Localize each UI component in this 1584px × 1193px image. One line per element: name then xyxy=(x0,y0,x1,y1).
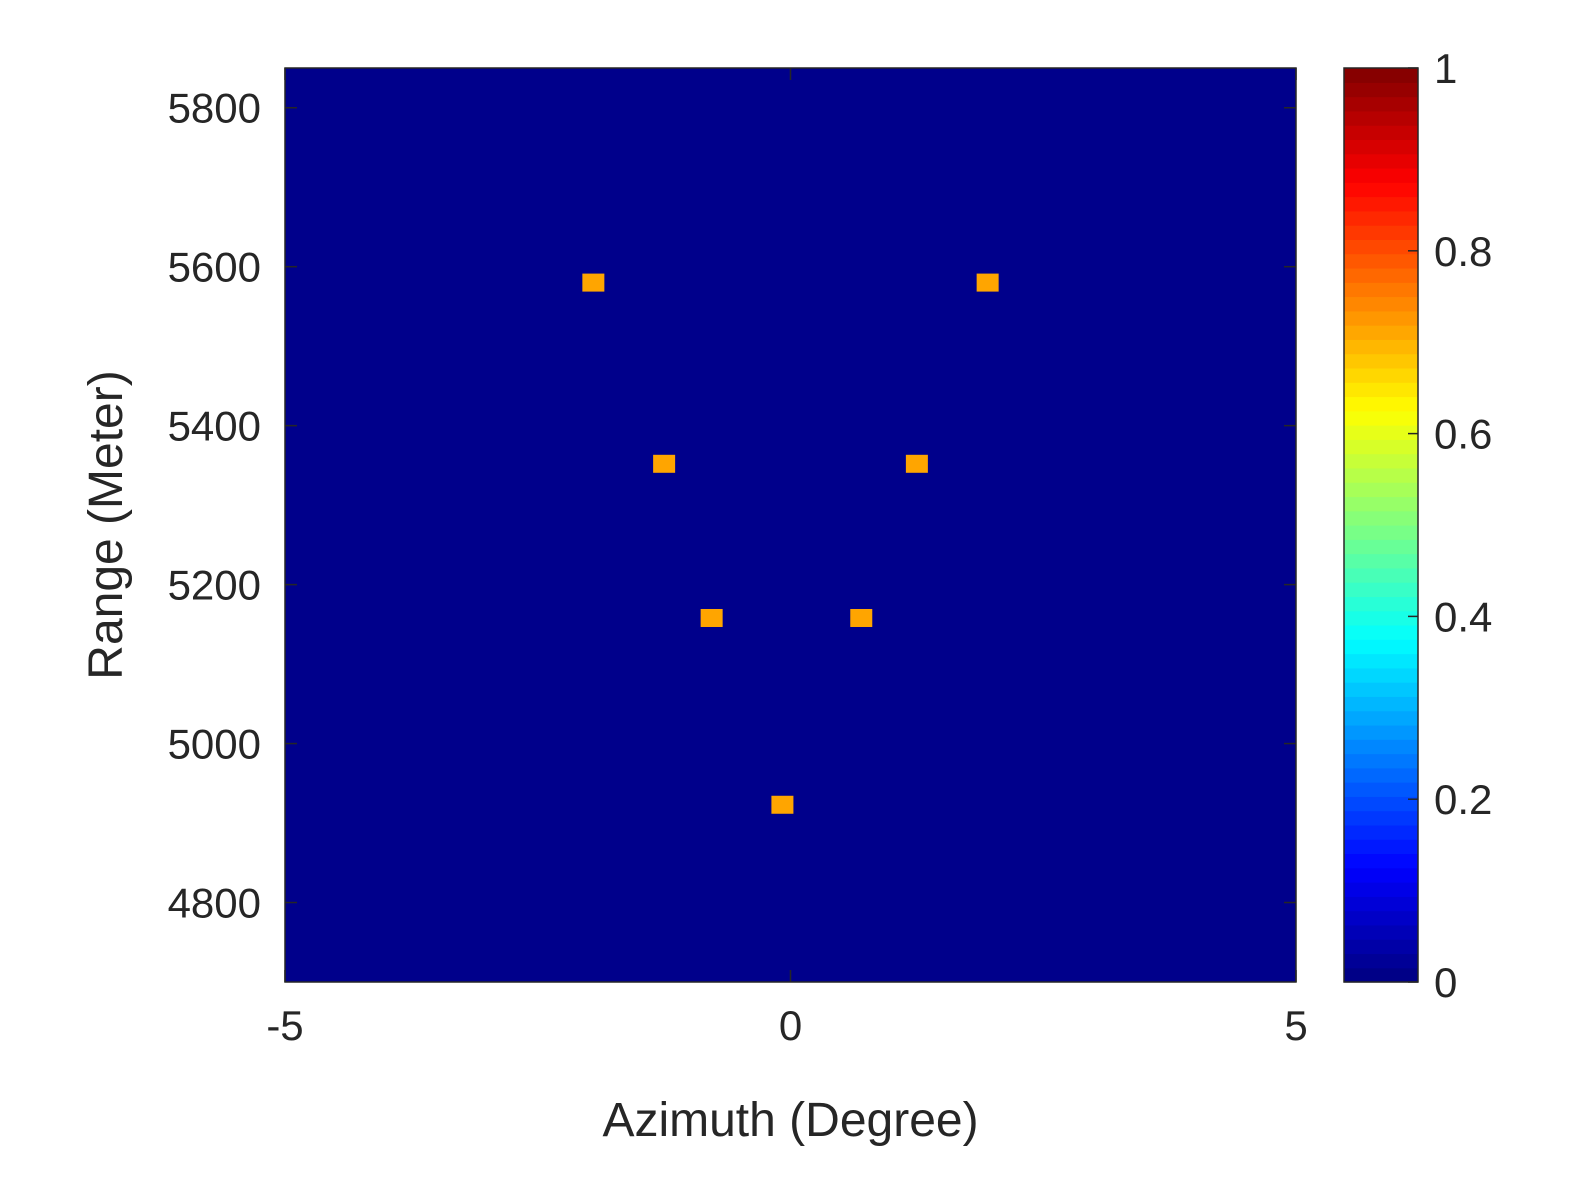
heatmap-cell-4 xyxy=(905,454,928,473)
colorbar-step xyxy=(1344,924,1418,940)
colorbar-step xyxy=(1344,139,1418,155)
colorbar-step xyxy=(1344,210,1418,226)
colorbar-step xyxy=(1344,853,1418,869)
colorbar-tick-label: 0.4 xyxy=(1434,593,1492,640)
colorbar-frame xyxy=(1343,67,1419,983)
heatmap-cell-5 xyxy=(700,608,723,627)
plot-area: -5 0 5 4800 5000 5200 5400 5600 5800 xyxy=(168,67,1308,1049)
colorbar-step xyxy=(1344,553,1418,569)
heatmap-background xyxy=(285,68,1296,982)
colorbar-step xyxy=(1344,396,1418,412)
y-axis-label: Range (Meter) xyxy=(80,370,133,679)
colorbar-step xyxy=(1344,125,1418,141)
heatmap-cell-6 xyxy=(850,608,873,627)
colorbar-step xyxy=(1344,882,1418,897)
colorbar-step xyxy=(1344,582,1418,598)
colorbar-tick-label: 0.6 xyxy=(1434,411,1492,458)
colorbar-step xyxy=(1344,225,1418,240)
colorbar-step xyxy=(1344,339,1418,355)
colorbar-tick-label: 1 xyxy=(1434,45,1457,92)
x-tick-label: -5 xyxy=(266,1002,303,1049)
colorbar-step xyxy=(1344,310,1418,326)
colorbar-step xyxy=(1344,896,1418,912)
colorbar-step xyxy=(1344,610,1418,626)
colorbar-tick-label: 0.2 xyxy=(1434,776,1492,823)
colorbar-step xyxy=(1344,867,1418,883)
colorbar-step xyxy=(1344,782,1418,797)
colorbar-step xyxy=(1344,496,1418,512)
colorbar-step xyxy=(1344,696,1418,712)
colorbar-step xyxy=(1344,539,1418,555)
colorbar-step xyxy=(1344,325,1418,340)
heatmap-cell-1 xyxy=(582,273,605,292)
x-axis-label: Azimuth (Degree) xyxy=(602,1094,978,1147)
colorbar-step xyxy=(1344,510,1418,526)
colorbar-step xyxy=(1344,282,1418,298)
x-tick-label: 0 xyxy=(779,1002,802,1049)
colorbar-step xyxy=(1344,353,1418,369)
y-tick-label: 5800 xyxy=(168,85,261,132)
heatmap-cell-7 xyxy=(771,795,794,814)
colorbar-step xyxy=(1344,967,1418,983)
colorbar-step xyxy=(1344,710,1418,726)
colorbar-step xyxy=(1344,525,1418,540)
colorbar-step xyxy=(1344,196,1418,212)
colorbar-step xyxy=(1344,153,1418,169)
colorbar-step xyxy=(1344,824,1418,840)
y-tick-label: 4800 xyxy=(168,880,261,927)
colorbar-step xyxy=(1344,425,1418,440)
colorbar-step xyxy=(1344,624,1418,640)
y-tick-label: 5600 xyxy=(168,244,261,291)
colorbar-tick-label: 0.8 xyxy=(1434,228,1492,275)
colorbar-step xyxy=(1344,96,1418,112)
colorbar-step xyxy=(1344,939,1418,955)
colorbar-step xyxy=(1344,482,1418,498)
colorbar-step xyxy=(1344,796,1418,812)
colorbar-step xyxy=(1344,724,1418,740)
colorbar-step xyxy=(1344,567,1418,583)
colorbar: 0 0.2 0.4 0.6 0.8 1 xyxy=(1343,45,1492,1006)
colorbar-step xyxy=(1344,467,1418,483)
colorbar-step xyxy=(1344,810,1418,826)
colorbar-step xyxy=(1344,667,1418,683)
colorbar-step xyxy=(1344,653,1418,669)
colorbar-step xyxy=(1344,739,1418,755)
colorbar-step xyxy=(1344,68,1418,83)
heatmap-cell-3 xyxy=(653,454,676,473)
colorbar-step xyxy=(1344,82,1418,98)
colorbar-step xyxy=(1344,682,1418,697)
colorbar-step xyxy=(1344,382,1418,398)
colorbar-step xyxy=(1344,253,1418,269)
colorbar-step xyxy=(1344,753,1418,769)
colorbar-step xyxy=(1344,239,1418,255)
colorbar-step xyxy=(1344,182,1418,198)
colorbar-step xyxy=(1344,953,1418,969)
y-tick-label: 5200 xyxy=(168,562,261,609)
colorbar-step xyxy=(1344,639,1418,655)
colorbar-step xyxy=(1344,367,1418,383)
y-tick-label: 5400 xyxy=(168,403,261,450)
colorbar-step xyxy=(1344,439,1418,455)
colorbar-step xyxy=(1344,767,1418,783)
colorbar-step xyxy=(1344,596,1418,612)
colorbar-step xyxy=(1344,839,1418,855)
colorbar-step xyxy=(1344,910,1418,926)
colorbar-step xyxy=(1344,410,1418,426)
colorbar-tick-label: 0 xyxy=(1434,959,1457,1006)
colorbar-step xyxy=(1344,453,1418,469)
x-tick-label: 5 xyxy=(1284,1002,1307,1049)
heatmap-cell-2 xyxy=(976,273,999,292)
y-tick-label: 5000 xyxy=(168,721,261,768)
colorbar-step xyxy=(1344,167,1418,183)
colorbar-step xyxy=(1344,296,1418,312)
colorbar-step xyxy=(1344,267,1418,283)
colorbar-step xyxy=(1344,110,1418,126)
